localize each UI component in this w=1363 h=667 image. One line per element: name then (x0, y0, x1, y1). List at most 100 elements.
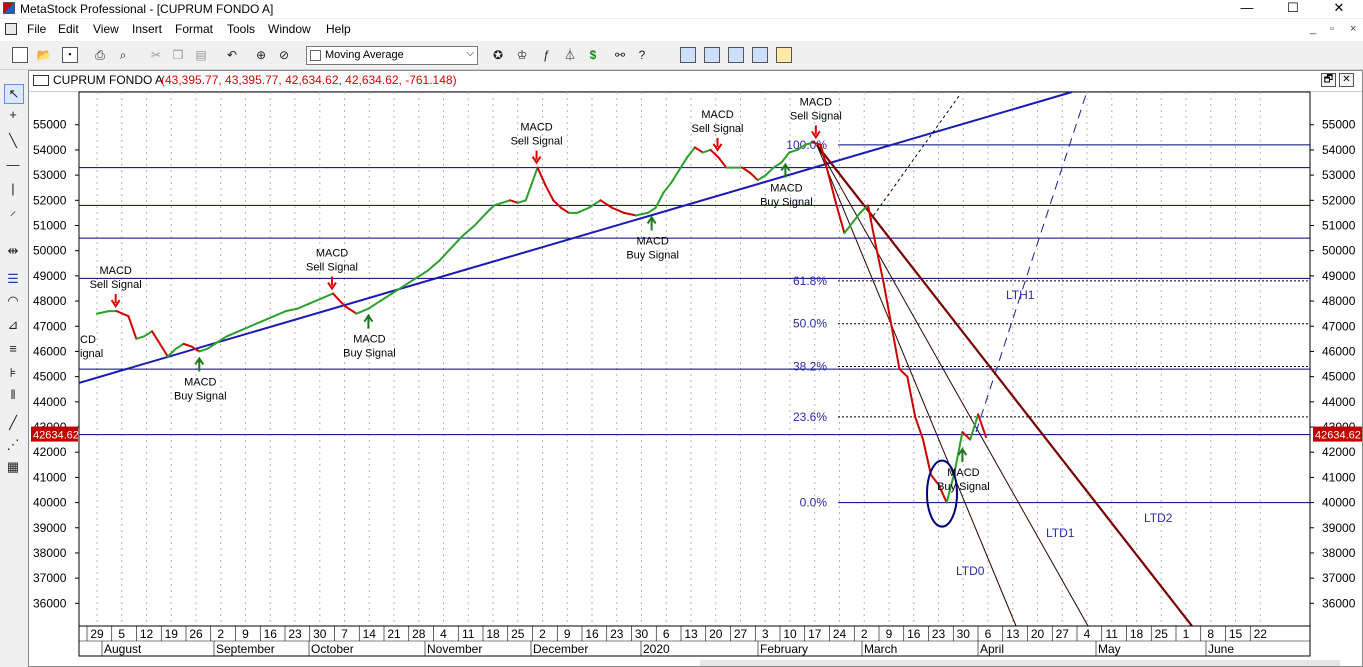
horizontal-line-icon[interactable]: — (6, 157, 20, 172)
menu-tools[interactable]: Tools (227, 22, 256, 36)
dollar-icon[interactable]: $ (589, 48, 597, 62)
fibonacci-icon[interactable]: ☰ (7, 271, 19, 286)
last-value-label-right: 42634.62 (1315, 430, 1361, 442)
mdi-minimize-button[interactable]: _ (1310, 23, 1317, 35)
function-icon[interactable]: ƒ (542, 48, 550, 62)
sell-arrow-icon (531, 150, 542, 165)
y-tick-label-right: 44000 (1322, 395, 1356, 409)
menu-edit[interactable]: Edit (58, 22, 79, 36)
indicator-select[interactable]: Moving Average ⌵ (306, 46, 478, 65)
x-tick-label: 20 (709, 627, 723, 641)
fibonacci-label: 23.6% (793, 410, 827, 424)
menu-window[interactable]: Window (268, 22, 311, 36)
trendline-tool-icon[interactable]: ╲ (9, 133, 17, 148)
menu-insert[interactable]: Insert (132, 22, 163, 36)
menu-file[interactable]: File (27, 22, 47, 36)
price-segment (819, 143, 830, 177)
pointer-icon[interactable]: ↖ (4, 84, 24, 104)
layout-cascade-icon[interactable] (680, 47, 696, 63)
undo-icon[interactable]: ↶ (226, 48, 238, 62)
price-segment (552, 199, 563, 209)
cut-icon[interactable]: ✂ (150, 48, 162, 62)
print-preview-icon[interactable]: ⌕ (119, 48, 127, 62)
partial-signal-line2: ignal (80, 348, 103, 360)
mdi-restore-button[interactable]: ▫ (1330, 23, 1334, 35)
y-tick-label-right: 48000 (1322, 294, 1356, 308)
x-tick-label: 12 (140, 627, 154, 641)
signal-name: MACD (636, 235, 668, 247)
price-segment (693, 146, 704, 154)
chevron-down-icon: ⌵ (466, 48, 474, 59)
chart-restore-button[interactable]: 🗗 (1321, 73, 1336, 87)
expert-icon[interactable]: ✪ (492, 48, 504, 62)
last-value-flag-left (31, 426, 78, 442)
layout-tile-vertical-icon[interactable] (704, 47, 720, 63)
layout-tile-horizontal-icon[interactable] (728, 47, 744, 63)
price-segment (166, 347, 177, 358)
price-segment (355, 307, 370, 315)
y-tick-label-right: 41000 (1322, 470, 1356, 484)
chart-close-button[interactable]: ✕ (1339, 73, 1354, 87)
price-segment (764, 166, 775, 177)
crosshair-tool-icon[interactable]: + (9, 107, 17, 122)
projection-icon[interactable]: ⊧ (9, 365, 17, 380)
price-segment (748, 171, 759, 182)
signal-text: Buy Signal (626, 249, 679, 261)
fan-icon[interactable]: ⊿ (7, 317, 19, 332)
indicator-icon (310, 50, 321, 61)
partial-signal-line1: CD (80, 334, 96, 346)
gann-fan-icon[interactable]: ⋰ (6, 437, 20, 452)
price-segment (623, 211, 637, 217)
menu-view[interactable]: View (93, 22, 119, 36)
buy-arrow-icon (363, 313, 374, 329)
system-tester-icon[interactable]: ⏃ (563, 48, 576, 62)
zoom-icon[interactable]: ⊘ (278, 48, 290, 62)
vertical-line-icon[interactable]: | (11, 181, 15, 196)
new-icon[interactable] (12, 47, 28, 63)
layout-arrange-icon[interactable] (776, 47, 792, 63)
cycle-lines-icon[interactable]: ‖ (10, 387, 16, 402)
binoculars-icon[interactable]: ⚯ (614, 48, 626, 62)
channel-tool-icon[interactable]: ⸝ (9, 203, 17, 218)
price-segment (646, 206, 657, 214)
print-icon[interactable]: ⎙ (95, 48, 105, 62)
minimize-button[interactable]: — (1240, 0, 1254, 15)
crosshair-icon[interactable]: ⊕ (255, 48, 267, 62)
menu-help[interactable]: Help (326, 22, 351, 36)
price-segment (320, 292, 335, 300)
layout-grid-icon[interactable] (752, 47, 768, 63)
bottom-highlight-circle (926, 459, 958, 528)
price-segment (709, 148, 720, 159)
paste-icon[interactable]: ▤ (195, 48, 207, 62)
maximize-button[interactable]: ☐ (1287, 0, 1299, 15)
x-tick-label: 11 (462, 627, 475, 641)
retracement-icon[interactable]: ≡ (9, 341, 17, 356)
indicator-builder-icon[interactable]: ♔ (516, 48, 528, 62)
grid-icon[interactable]: ▦ (6, 459, 20, 474)
resize-icon[interactable]: ⇹ (7, 243, 19, 258)
mdi-close-button[interactable]: × (1350, 23, 1357, 35)
menu-format[interactable]: Format (175, 22, 214, 36)
arc-icon[interactable]: ◠ (7, 293, 19, 308)
signal-name: MACD (184, 376, 216, 388)
x-tick-label: 30 (957, 627, 971, 641)
price-segment (560, 206, 571, 214)
x-tick-label: 27 (734, 627, 748, 641)
price-segment (914, 415, 925, 441)
open-icon[interactable]: 📂 (36, 48, 52, 62)
save-icon[interactable]: ▪ (62, 47, 78, 63)
document-menu-icon[interactable] (5, 23, 17, 35)
x-tick-label: 2 (539, 627, 546, 641)
line-tool-icon[interactable]: ╱ (9, 415, 17, 430)
price-segment (174, 342, 185, 350)
help-icon[interactable]: ? (638, 48, 646, 62)
x-month-label: December (533, 642, 588, 656)
price-segment (379, 292, 394, 303)
y-tick-label-left: 47000 (33, 319, 67, 333)
close-button[interactable]: ✕ (1333, 0, 1345, 15)
x-tick-label: 13 (684, 627, 698, 641)
price-segment (143, 330, 154, 338)
copy-icon[interactable]: ❐ (172, 48, 184, 62)
fibonacci-label: 61.8% (793, 274, 827, 288)
